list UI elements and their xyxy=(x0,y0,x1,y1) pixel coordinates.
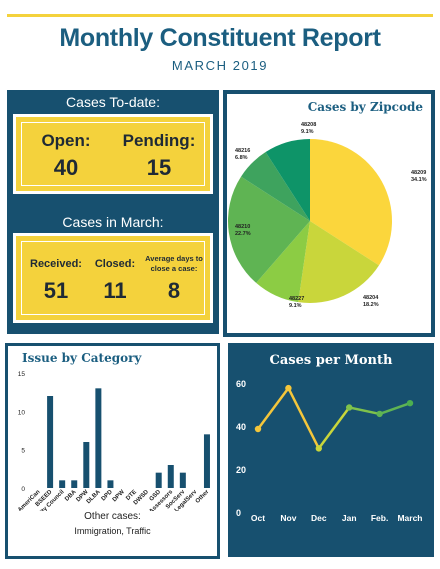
pie-percent-48227: 9.1% xyxy=(289,303,302,309)
line-segment xyxy=(287,386,321,450)
cases-to-date-heading: Cases To-date: xyxy=(66,94,160,110)
x-tick-label: Dec xyxy=(311,513,327,523)
received-value: 51 xyxy=(43,278,69,303)
zipcode-pie-chart: 4820934.1%4820418.2%482279.1%4821022.7%4… xyxy=(228,122,427,309)
avg-days-label-line2: close a case: xyxy=(150,264,198,273)
closed-value: 11 xyxy=(103,278,127,303)
x-tick-label: Feb. xyxy=(371,513,388,523)
bar-socserv xyxy=(179,472,186,488)
y-tick-label: 0 xyxy=(21,486,25,493)
pie-percent-48209: 34.1% xyxy=(411,177,427,183)
y-tick-label: 10 xyxy=(18,409,26,416)
x-tick-label: DLBA xyxy=(86,489,102,505)
y-tick-label: 5 xyxy=(21,448,25,455)
pie-label-48210: 48210 xyxy=(235,224,250,230)
cases-panel: Cases To-date: Open: 40 Pending: 15 Case… xyxy=(7,90,219,334)
zipcode-card: Cases by Zipcode 48209 34.1% 48204 18.2% 482… xyxy=(227,94,431,333)
box-inner-border xyxy=(21,241,205,315)
cases-in-march-box: Received: 51 Closed: 11 Average days to … xyxy=(13,233,213,323)
y-tick-label: 40 xyxy=(236,422,246,432)
monthly-line-chart: 0 20 40 60 Oct Nov Dec Jan Feb. March xyxy=(236,379,423,523)
pie-slice-48209 xyxy=(310,139,392,266)
line-segment xyxy=(256,386,290,431)
pending-value: 15 xyxy=(146,155,172,180)
closed-label: Closed: xyxy=(94,258,136,270)
monthly-panel: Cases per Month 0 20 40 60 Oct Nov Dec Jan Feb. M… xyxy=(228,343,434,557)
x-tick-label: Jan xyxy=(342,513,357,523)
y-tick-label: 60 xyxy=(236,379,246,389)
other-cases-value: Immigration, Traffic xyxy=(74,526,151,536)
bar-dpd xyxy=(107,480,114,488)
pie-slice-48204 xyxy=(298,221,379,303)
avg-days-label: Average days to close a case: xyxy=(142,254,206,274)
cases-in-march-heading: Cases in March: xyxy=(62,214,164,230)
other-cases-heading: Other cases: xyxy=(84,511,141,522)
top-accent-bar xyxy=(7,14,433,17)
x-tick-label: Oct xyxy=(251,513,265,523)
pie-chart-title: Cases by Zipcode xyxy=(307,100,423,114)
bar-bseed xyxy=(47,396,54,488)
zipcode-panel: Cases by Zipcode 48209 34.1% 48204 18.2% 482… xyxy=(223,90,435,337)
pending-label: Pending: xyxy=(122,131,196,150)
avg-days-value: 8 xyxy=(167,278,181,303)
pie-percent-48210: 22.7% xyxy=(235,231,251,237)
x-tick-label: Nov xyxy=(280,513,296,523)
pie-slice-48227 xyxy=(256,221,310,303)
x-tick-label: March xyxy=(397,513,422,523)
bar-other xyxy=(203,434,210,488)
open-label: Open: xyxy=(41,131,91,150)
avg-days-label-line1: Average days to xyxy=(145,254,203,263)
data-point-march xyxy=(406,399,414,407)
data-point-nov xyxy=(285,384,292,392)
pie-slice-48210 xyxy=(228,176,310,283)
category-panel: Issue by Category 0 5 10 15 AmeriCan BSEED Cit… xyxy=(5,343,220,559)
y-tick-label: 0 xyxy=(236,508,241,518)
bar-dpw xyxy=(83,442,90,488)
category-card: Issue by Category 0 5 10 15 AmeriCan BSEED Cit… xyxy=(8,346,217,556)
pie-percent-48204: 18.2% xyxy=(363,302,379,308)
page-title: Monthly Constituent Report xyxy=(59,24,381,52)
pie-label-48227: 48227 xyxy=(289,296,304,302)
pie-label-48209: 48209 xyxy=(411,170,426,176)
pie-label-48204: 48204 xyxy=(363,295,379,301)
bar-city-council xyxy=(59,480,66,488)
box-inner-border xyxy=(21,122,205,186)
line-segment xyxy=(317,406,351,450)
pie-slice-48216 xyxy=(241,152,310,221)
data-point-dec xyxy=(315,445,322,452)
x-tick-label: DPW xyxy=(112,489,126,503)
y-tick-label: 20 xyxy=(236,465,246,475)
data-point-jan xyxy=(346,404,353,411)
received-label: Received: xyxy=(30,258,82,270)
cases-to-date-box: Open: 40 Pending: 15 xyxy=(13,114,213,194)
x-tick-label: Other xyxy=(195,489,211,505)
data-point-oct xyxy=(254,425,262,433)
pie-label-48208: 48208 xyxy=(301,122,316,128)
pie-percent-48216: 6.8% xyxy=(235,155,248,161)
bar-assessors xyxy=(167,465,174,488)
data-point-feb xyxy=(376,410,383,418)
bar-dba xyxy=(71,480,78,488)
bar-dlba xyxy=(95,388,102,488)
open-value: 40 xyxy=(53,155,79,180)
y-tick-label: 15 xyxy=(18,371,26,378)
page-subtitle: MARCH 2019 xyxy=(171,58,269,73)
bar-chart-title: Issue by Category xyxy=(22,351,142,365)
line-segment xyxy=(378,401,412,416)
line-chart-title: Cases per Month xyxy=(269,353,393,368)
pie-percent-48208: 9.1% xyxy=(301,129,314,135)
pie-label-48216: 48216 xyxy=(235,148,250,154)
line-segment xyxy=(347,406,381,416)
bar-gsd xyxy=(155,472,162,488)
pie-slice-48208 xyxy=(265,139,310,221)
